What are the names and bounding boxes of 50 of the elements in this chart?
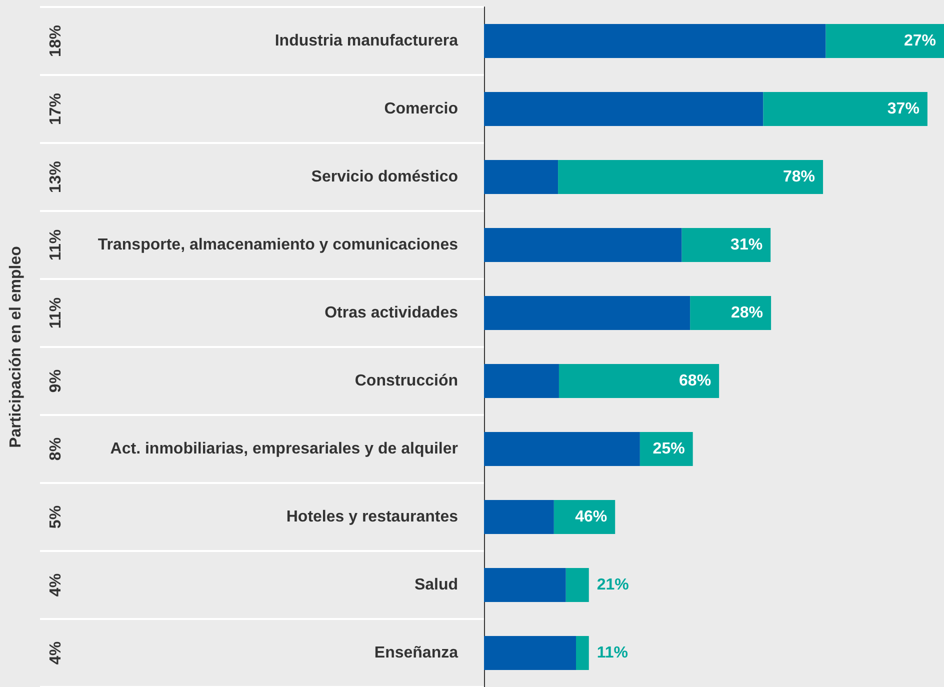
text: 5% bbox=[48, 505, 64, 529]
text: 4% bbox=[48, 573, 64, 597]
bar bbox=[484, 364, 559, 398]
y-tick-label: Salud bbox=[414, 576, 458, 594]
bar bbox=[682, 228, 771, 262]
annotation: 25% bbox=[652, 440, 685, 458]
annotation: 11% bbox=[596, 644, 628, 662]
text: 13% bbox=[48, 160, 64, 194]
bar bbox=[690, 296, 772, 330]
y-tick-label: Act. inmobiliarias, empresariales y de alquiler bbox=[110, 440, 458, 458]
text: 18% bbox=[48, 24, 64, 58]
y-axis-title: Participación en el empleo bbox=[8, 246, 24, 448]
text: 11% bbox=[48, 297, 64, 329]
y-tick-label: Construcción bbox=[354, 372, 458, 390]
y-tick-label: Comercio bbox=[384, 100, 458, 118]
y-tick-label: Servicio doméstico bbox=[311, 168, 458, 186]
bar bbox=[826, 24, 944, 58]
annotation: 31% bbox=[730, 236, 763, 254]
bar bbox=[484, 92, 764, 126]
annotation: 46% bbox=[575, 508, 608, 526]
y-tick-label: Hoteles y restaurantes bbox=[286, 508, 458, 526]
annotation: 68% bbox=[679, 372, 712, 390]
bar bbox=[554, 500, 616, 534]
annotation: 27% bbox=[904, 32, 936, 50]
text: 17% bbox=[48, 92, 64, 126]
bar bbox=[484, 568, 566, 602]
y-tick-label: Industria manufacturera bbox=[274, 32, 458, 50]
annotation: 28% bbox=[731, 304, 764, 322]
text: 9% bbox=[48, 369, 64, 393]
y-tick-label: Transporte, almacenamiento y comunicaciones bbox=[98, 236, 458, 254]
bar bbox=[484, 500, 554, 534]
y-tick-label: Enseñanza bbox=[374, 644, 458, 662]
text: 4% bbox=[48, 641, 64, 665]
bar bbox=[566, 568, 589, 602]
bar bbox=[484, 24, 826, 58]
bar bbox=[484, 160, 558, 194]
bar bbox=[576, 636, 589, 670]
bar bbox=[763, 92, 928, 126]
text: 8% bbox=[48, 437, 64, 461]
bar bbox=[484, 636, 576, 670]
annotation: 37% bbox=[887, 100, 920, 118]
annotation: 21% bbox=[596, 576, 629, 594]
annotation: 78% bbox=[782, 168, 816, 186]
text: 11% bbox=[48, 229, 64, 261]
bar bbox=[558, 364, 720, 398]
bar bbox=[558, 160, 824, 194]
bar bbox=[484, 296, 690, 330]
y-tick-label: Otras actividades bbox=[324, 304, 458, 322]
bar bbox=[484, 432, 640, 466]
bar bbox=[484, 228, 682, 262]
